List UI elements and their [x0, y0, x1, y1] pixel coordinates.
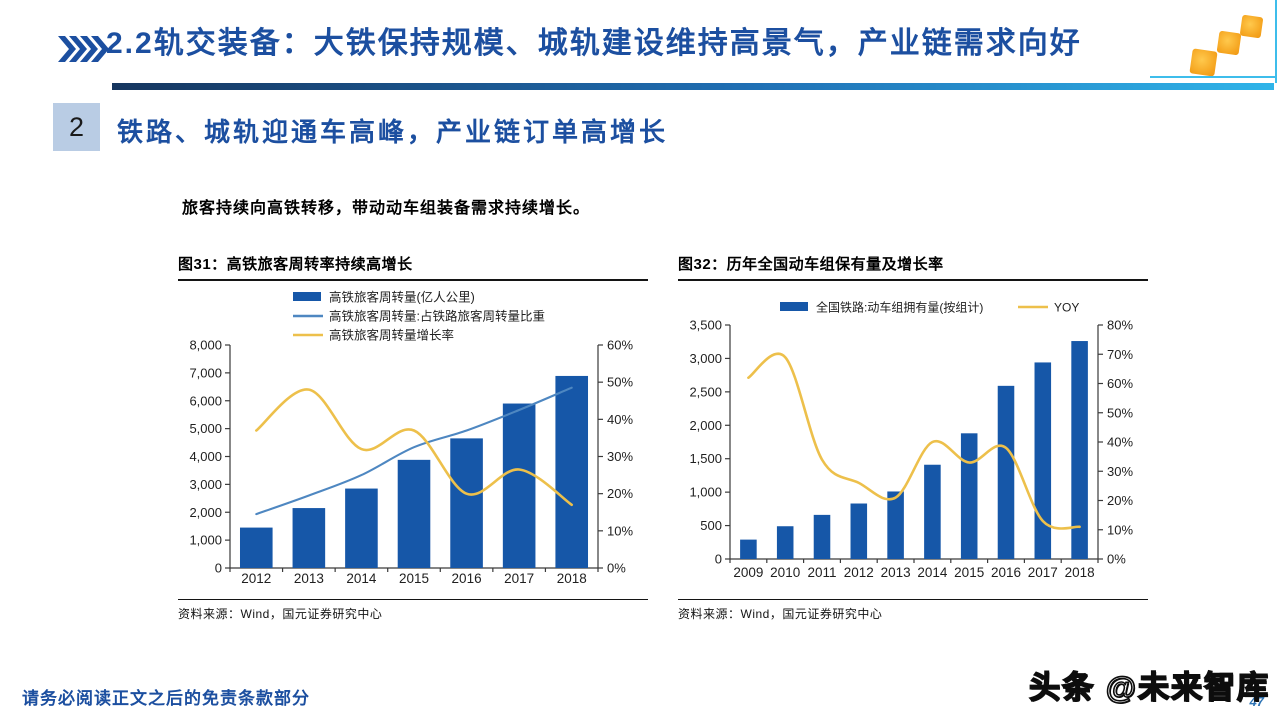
figure-32: 图32：历年全国动车组保有量及增长率 0 500 1,000 1,500 2,000 2,… [678, 253, 1148, 622]
svg-text:7,000: 7,000 [189, 365, 222, 380]
svg-text:2013: 2013 [881, 565, 911, 580]
svg-text:50%: 50% [607, 375, 633, 390]
intro-text: 旅客持续向高铁转移，带动动车组装备需求持续增长。 [182, 200, 591, 217]
svg-text:YOY: YOY [1054, 301, 1079, 315]
disclaimer-text: 请务必阅读正文之后的免责条款部分 [22, 689, 310, 708]
svg-text:80%: 80% [1107, 318, 1133, 333]
svg-text:40%: 40% [1107, 435, 1133, 450]
svg-text:2017: 2017 [504, 571, 534, 586]
svg-text:0: 0 [215, 561, 222, 576]
svg-text:2014: 2014 [346, 571, 377, 586]
svg-text:2018: 2018 [557, 571, 587, 586]
logo-square-icon [1216, 30, 1242, 56]
svg-text:20%: 20% [607, 486, 633, 501]
svg-text:2,000: 2,000 [689, 418, 722, 433]
svg-text:2012: 2012 [241, 571, 271, 586]
svg-text:4,000: 4,000 [189, 449, 222, 464]
svg-text:10%: 10% [607, 523, 633, 538]
svg-text:3,000: 3,000 [189, 477, 222, 492]
svg-text:0%: 0% [1107, 552, 1126, 567]
figure-31: 图31：高铁旅客周转率持续高增长 0 1,000 2,000 3,000 4,000 5,… [178, 253, 648, 622]
svg-text:2,000: 2,000 [189, 505, 222, 520]
svg-text:20%: 20% [1107, 493, 1133, 508]
section-heading: 铁路、城轨迎通车高峰，产业链订单高增长 [117, 117, 669, 147]
header-rule [112, 83, 1274, 90]
svg-text:2016: 2016 [452, 571, 482, 586]
svg-text:2015: 2015 [399, 571, 429, 586]
svg-text:50%: 50% [1107, 405, 1133, 420]
svg-text:1,500: 1,500 [689, 451, 722, 466]
svg-text:2014: 2014 [917, 565, 948, 580]
svg-text:40%: 40% [607, 412, 633, 427]
figure-title: 图32：历年全国动车组保有量及增长率 [678, 253, 1148, 281]
watermark-text: 头条 @未来智库 [1028, 669, 1270, 706]
svg-text:2018: 2018 [1065, 565, 1095, 580]
chart-figure-32: 0 500 1,000 1,500 2,000 2,500 3,000 3,500 0% 10% 2… [689, 300, 1133, 581]
right-edge-line [1275, 0, 1277, 83]
svg-text:0%: 0% [607, 561, 626, 576]
section-number-badge: 2 [53, 103, 100, 151]
svg-text:60%: 60% [1107, 376, 1133, 391]
svg-text:2015: 2015 [954, 565, 984, 580]
company-logo [1185, 12, 1275, 80]
svg-text:2013: 2013 [294, 571, 324, 586]
svg-text:高铁旅客周转量:占铁路旅客周转量比重: 高铁旅客周转量:占铁路旅客周转量比重 [329, 309, 545, 324]
figure-title: 图31：高铁旅客周转率持续高增长 [178, 253, 648, 281]
chart-figure-31: 0 1,000 2,000 3,000 4,000 5,000 6,000 7,000 8,00… [189, 290, 633, 587]
svg-text:1,000: 1,000 [189, 533, 222, 548]
source-note: 资料来源：Wind，国元证券研究中心 [178, 599, 648, 622]
svg-text:2009: 2009 [733, 565, 763, 580]
svg-text:2012: 2012 [844, 565, 874, 580]
svg-text:2017: 2017 [1028, 565, 1058, 580]
logo-underline [1150, 76, 1277, 78]
svg-text:3,500: 3,500 [689, 318, 722, 333]
svg-text:10%: 10% [1107, 522, 1133, 537]
svg-text:高铁旅客周转量(亿人公里): 高铁旅客周转量(亿人公里) [329, 290, 475, 305]
svg-text:全国铁路:动车组拥有量(按组计): 全国铁路:动车组拥有量(按组计) [816, 300, 983, 315]
svg-text:70%: 70% [1107, 347, 1133, 362]
svg-text:0: 0 [715, 552, 722, 567]
svg-text:30%: 30% [607, 449, 633, 464]
logo-square-icon [1189, 48, 1218, 77]
logo-square-icon [1239, 14, 1264, 39]
svg-text:30%: 30% [1107, 464, 1133, 479]
svg-text:3,000: 3,000 [689, 351, 722, 366]
page-title: 2.2轨交装备：大铁保持规模、城轨建设维持高景气，产业链需求向好 [106, 27, 1082, 60]
svg-text:2010: 2010 [770, 565, 800, 580]
svg-text:6,000: 6,000 [189, 393, 222, 408]
svg-text:2,500: 2,500 [689, 384, 722, 399]
svg-text:5,000: 5,000 [189, 421, 222, 436]
page-number: 47 [1249, 694, 1264, 709]
svg-text:2011: 2011 [807, 565, 836, 580]
svg-text:8,000: 8,000 [189, 338, 222, 353]
svg-text:500: 500 [700, 518, 722, 533]
svg-text:高铁旅客周转量增长率: 高铁旅客周转量增长率 [329, 328, 454, 343]
chevrons-icon [58, 36, 109, 62]
svg-text:1,000: 1,000 [689, 485, 722, 500]
svg-text:2016: 2016 [991, 565, 1021, 580]
source-note: 资料来源：Wind，国元证券研究中心 [678, 599, 1148, 622]
svg-text:60%: 60% [607, 338, 633, 353]
